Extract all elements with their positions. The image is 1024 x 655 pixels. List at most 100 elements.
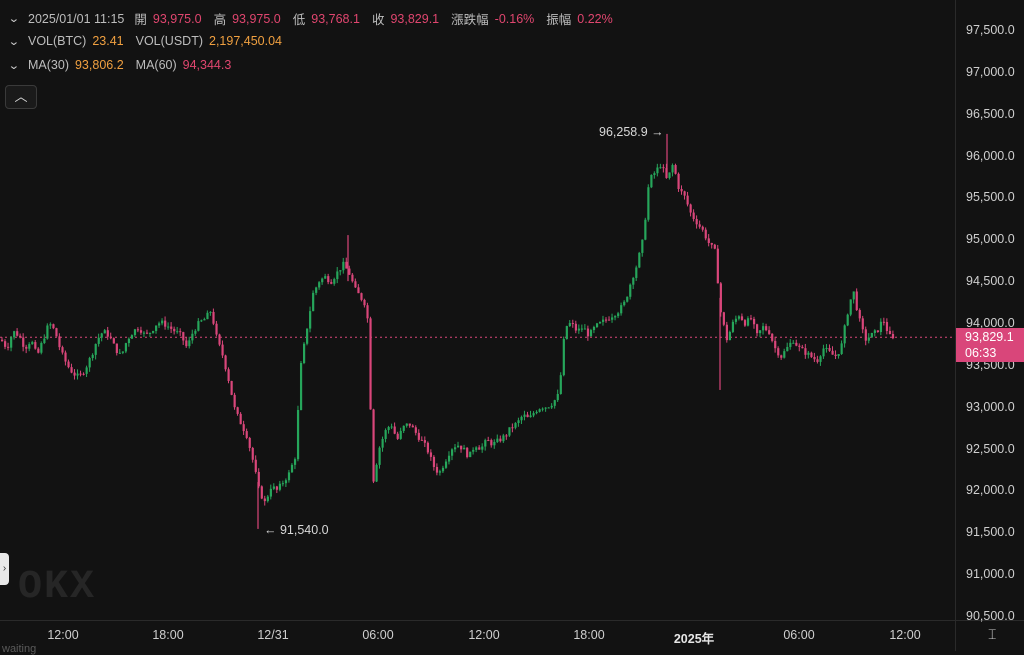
candle-body [756, 324, 759, 334]
candle [553, 399, 556, 409]
candle-body [553, 400, 556, 406]
candle [351, 273, 354, 283]
candle-body [589, 330, 593, 337]
candle-body [656, 167, 659, 174]
candle [79, 370, 82, 377]
candle [608, 316, 611, 321]
candle-body [127, 338, 131, 344]
candle-body [858, 310, 861, 319]
candle [444, 459, 448, 469]
candle [879, 318, 883, 336]
expand-panel-handle[interactable]: › [0, 553, 9, 585]
candle-body [620, 305, 623, 314]
candle-body [215, 323, 218, 335]
candle [852, 291, 855, 304]
change-value: -0.16% [494, 11, 535, 26]
candle-body [303, 343, 306, 364]
candle [635, 265, 638, 281]
candle [759, 330, 762, 338]
candle [626, 296, 629, 303]
candle [864, 326, 867, 346]
candle [290, 463, 294, 473]
candle [671, 163, 674, 177]
candle [191, 329, 194, 344]
candle [402, 425, 405, 434]
candle-body [372, 409, 375, 482]
candle-body [828, 347, 831, 351]
candle [215, 320, 218, 337]
candle-body [393, 426, 396, 434]
candle [43, 334, 46, 345]
candle [70, 363, 73, 374]
axis-settings-icon[interactable]: ⌶ [988, 626, 997, 642]
candle-body [170, 326, 173, 329]
candle [142, 331, 146, 338]
candlestick-chart[interactable] [0, 0, 955, 620]
candle [891, 330, 895, 340]
candle [683, 190, 686, 200]
candle-body [333, 279, 336, 284]
candle [882, 317, 886, 326]
candle [203, 317, 206, 321]
chevron-down-icon[interactable]: ⌄ [7, 35, 20, 48]
candle-body [315, 287, 318, 293]
candle [37, 347, 40, 354]
vol-usdt-label: VOL(USDT) [135, 34, 203, 48]
candle-body [158, 323, 161, 326]
price-tick-label: 94,000.0 [966, 315, 1015, 330]
candle-body [780, 355, 783, 358]
candle-body [644, 219, 647, 240]
candle-body [565, 326, 568, 340]
candle [28, 342, 31, 352]
candle [662, 164, 665, 173]
candle-body [164, 320, 167, 327]
candle [508, 427, 511, 438]
time-tick-label: 12:00 [47, 628, 79, 642]
chevron-down-icon[interactable]: ⌄ [7, 13, 20, 25]
candle [692, 209, 695, 222]
candle [324, 273, 327, 279]
candle [571, 319, 574, 328]
candle [233, 392, 236, 410]
candle-body [508, 427, 511, 436]
collapse-legend-button[interactable]: ︿ [5, 85, 37, 109]
candle [115, 343, 118, 356]
candle [49, 322, 52, 329]
candle [209, 311, 212, 316]
candle-body [460, 445, 463, 450]
candle-body [577, 328, 581, 331]
candle-body [281, 483, 285, 485]
candle-body [481, 446, 484, 450]
candle [390, 423, 393, 430]
candle-body [777, 348, 780, 356]
candle-body [309, 311, 312, 329]
candle [801, 344, 804, 349]
candle [888, 326, 892, 335]
candle [417, 429, 420, 442]
candle-body [490, 440, 493, 446]
candle [152, 330, 155, 334]
candle [822, 344, 825, 359]
candle-body [716, 248, 719, 284]
chevron-down-icon[interactable]: ⌄ [7, 59, 20, 72]
candle [167, 322, 170, 330]
candle-body [583, 328, 587, 330]
time-axis-separator [0, 620, 1024, 621]
price-tick-label: 92,000.0 [966, 483, 1015, 498]
candle-body [82, 373, 85, 375]
candle [577, 324, 581, 334]
candle-body [145, 332, 149, 334]
candle-body [218, 334, 221, 345]
candle [810, 351, 813, 359]
candle [469, 451, 472, 458]
candle [617, 311, 620, 319]
candle-body [351, 274, 354, 282]
candle-body [402, 425, 405, 431]
candle [10, 335, 13, 352]
time-tick-label: 12:00 [468, 628, 500, 642]
candle [828, 344, 831, 352]
candle-body [469, 451, 472, 458]
candle-body [55, 328, 58, 337]
candle-body [683, 191, 686, 196]
candle [689, 203, 692, 217]
